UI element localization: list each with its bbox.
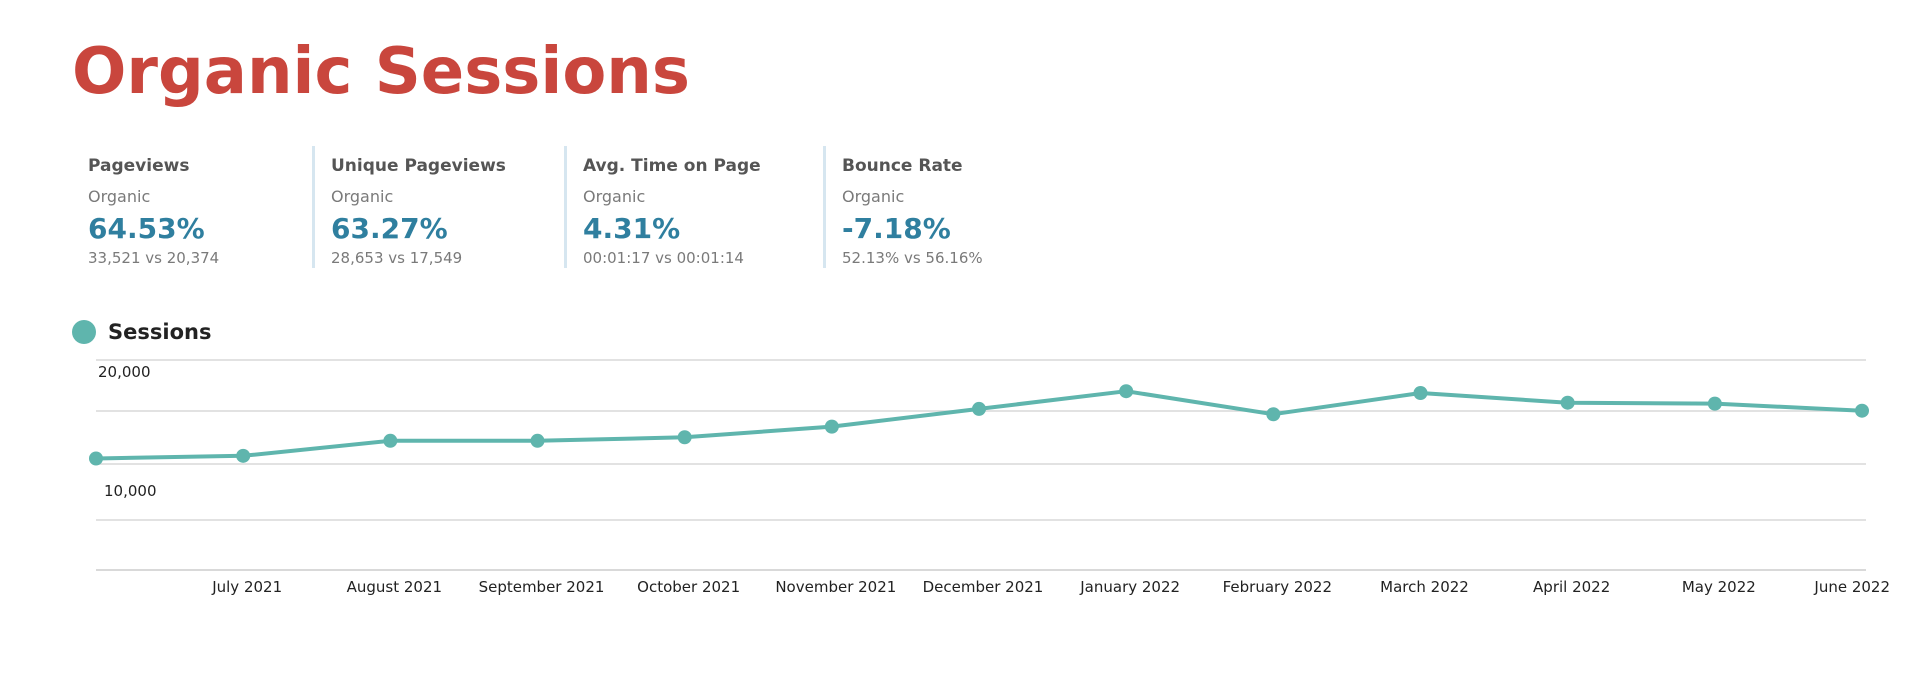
chart-legend[interactable]: Sessions — [72, 320, 211, 344]
legend-swatch — [72, 320, 96, 344]
x-tick-label: May 2022 — [1682, 578, 1756, 596]
y-tick-label: 10,000 — [104, 482, 157, 500]
data-point — [677, 430, 692, 445]
data-point — [530, 433, 545, 448]
data-point — [236, 448, 251, 463]
x-tick-label: June 2022 — [1813, 578, 1890, 596]
data-point — [1413, 386, 1428, 400]
sessions-line-chart: 10,000 20,000 July 2021 August 2021 Septembe… — [89, 359, 1890, 596]
kpi-label: Pageviews — [88, 156, 190, 176]
y-tick-label: 20,000 — [98, 363, 151, 381]
x-tick-label: September 2021 — [479, 578, 605, 596]
kpi-subtitle: Organic — [583, 187, 646, 206]
data-point — [383, 433, 398, 448]
kpi-comparison: 33,521 vs 20,374 — [88, 249, 220, 267]
data-point — [1266, 407, 1281, 422]
x-tick-label: April 2022 — [1533, 578, 1610, 596]
kpi-unique-pageviews: Unique Pageviews Organic 63.27% 28,653 v… — [312, 146, 564, 268]
x-tick-label: July 2021 — [211, 578, 282, 596]
kpi-value: 4.31% — [583, 212, 681, 245]
data-point — [1560, 395, 1575, 410]
kpi-avg-time-on-page: Avg. Time on Page Organic 4.31% 00:01:17… — [564, 146, 823, 268]
x-tick-label: December 2021 — [923, 578, 1044, 596]
kpi-subtitle: Organic — [842, 187, 905, 206]
sessions-line — [95, 389, 1863, 461]
kpi-label: Avg. Time on Page — [583, 156, 761, 176]
kpi-label: Bounce Rate — [842, 156, 963, 176]
x-tick-label: January 2022 — [1079, 578, 1180, 596]
data-point — [1119, 384, 1134, 399]
data-point — [1707, 396, 1722, 411]
x-tick-label: February 2022 — [1223, 578, 1332, 596]
data-point — [824, 419, 839, 434]
kpi-bounce-rate: Bounce Rate Organic -7.18% 52.13% vs 56.… — [823, 146, 1063, 268]
kpi-value: 64.53% — [88, 212, 205, 245]
kpi-value: 63.27% — [331, 212, 448, 245]
x-tick-label: August 2021 — [347, 578, 442, 596]
kpi-row: Pageviews Organic 64.53% 33,521 vs 20,37… — [72, 146, 1063, 268]
kpi-subtitle: Organic — [331, 187, 394, 206]
x-tick-label: November 2021 — [775, 578, 896, 596]
x-tick-label: October 2021 — [637, 578, 740, 596]
legend-label: Sessions — [108, 320, 212, 344]
data-point — [1855, 403, 1869, 418]
x-tick-label: March 2022 — [1380, 578, 1469, 596]
kpi-comparison: 28,653 vs 17,549 — [331, 249, 463, 267]
kpi-comparison: 52.13% vs 56.16% — [842, 249, 983, 267]
kpi-subtitle: Organic — [88, 187, 151, 206]
page-title: Organic Sessions — [72, 35, 690, 109]
kpi-pageviews: Pageviews Organic 64.53% 33,521 vs 20,37… — [72, 146, 312, 268]
kpi-value: -7.18% — [842, 212, 951, 245]
kpi-comparison: 00:01:17 vs 00:01:14 — [583, 249, 744, 267]
data-point — [972, 401, 986, 416]
kpi-label: Unique Pageviews — [331, 156, 506, 176]
data-point — [89, 451, 103, 466]
